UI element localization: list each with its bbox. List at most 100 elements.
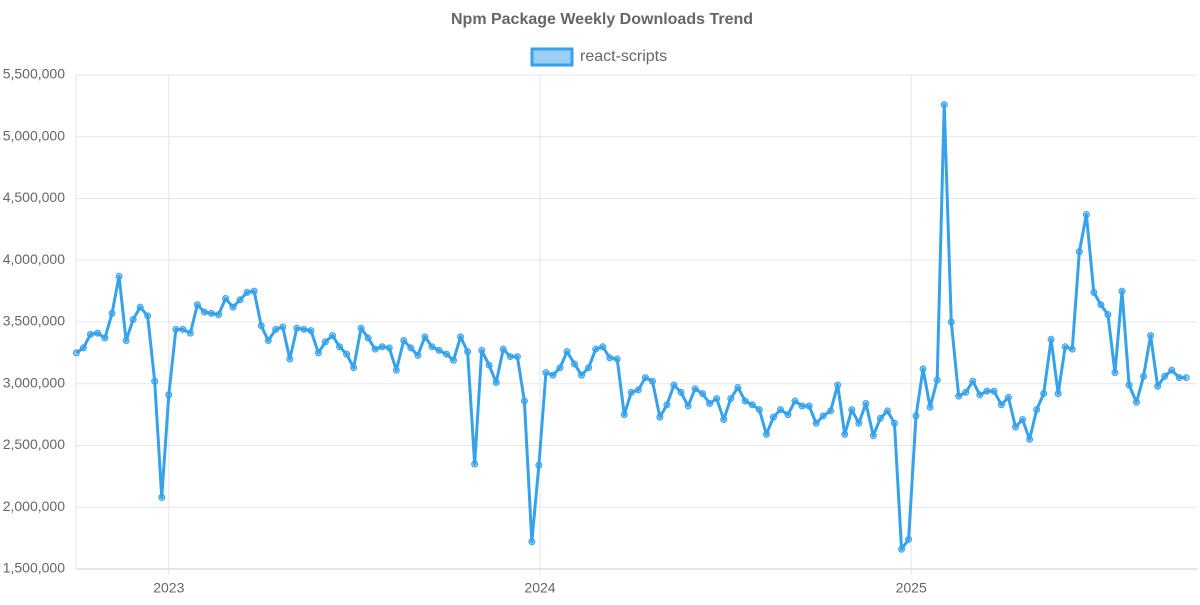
point <box>513 353 521 361</box>
point <box>727 395 735 403</box>
point <box>364 334 372 342</box>
point <box>556 364 564 372</box>
point <box>492 379 500 387</box>
point <box>1040 390 1048 398</box>
point <box>1140 372 1148 380</box>
point <box>634 386 642 394</box>
point <box>357 324 365 332</box>
point <box>663 401 671 409</box>
point <box>122 337 130 345</box>
point <box>990 387 998 395</box>
point <box>328 332 336 340</box>
point <box>165 391 173 399</box>
point <box>1082 211 1090 219</box>
point <box>499 345 507 353</box>
point <box>769 413 777 421</box>
point <box>1125 381 1133 389</box>
point <box>179 325 187 333</box>
point <box>108 309 116 317</box>
point <box>955 392 963 400</box>
point <box>571 360 579 368</box>
point <box>592 345 600 353</box>
y-tick-label: 3,500,000 <box>3 313 65 329</box>
point <box>898 545 906 553</box>
point <box>947 318 955 326</box>
point <box>641 374 649 382</box>
y-tick-label: 5,500,000 <box>3 66 65 82</box>
point <box>222 295 230 303</box>
point <box>1111 369 1119 377</box>
point <box>136 303 144 311</box>
point <box>307 327 315 335</box>
point <box>428 343 436 351</box>
point <box>300 325 308 333</box>
point <box>528 538 536 546</box>
y-tick-label: 1,500,000 <box>3 560 65 576</box>
point <box>627 388 635 396</box>
point <box>677 388 685 396</box>
point <box>1011 423 1019 431</box>
point <box>606 354 614 362</box>
point <box>784 411 792 419</box>
point <box>549 371 557 379</box>
point <box>1168 366 1176 374</box>
point <box>933 376 941 384</box>
point <box>392 366 400 374</box>
point <box>791 397 799 405</box>
point <box>129 316 137 324</box>
point <box>1147 332 1155 340</box>
point <box>734 383 742 391</box>
point <box>648 377 656 385</box>
point <box>819 412 827 420</box>
x-tick-label: 2023 <box>153 580 184 596</box>
point <box>257 322 265 330</box>
point <box>919 365 927 373</box>
point <box>1033 406 1041 414</box>
point <box>151 377 159 385</box>
point <box>841 430 849 438</box>
point <box>962 388 970 396</box>
point <box>926 403 934 411</box>
point <box>713 395 721 403</box>
point <box>613 355 621 363</box>
point <box>186 329 194 337</box>
point <box>172 325 180 333</box>
point <box>457 333 465 341</box>
point <box>435 346 443 354</box>
point <box>1132 398 1140 406</box>
point <box>1019 416 1027 424</box>
point <box>1154 382 1162 390</box>
point <box>684 402 692 410</box>
point <box>720 416 728 424</box>
point <box>1118 287 1126 295</box>
point <box>279 323 287 331</box>
point <box>314 349 322 357</box>
y-tick-label: 2,500,000 <box>3 436 65 452</box>
legend-label: react-scripts <box>580 48 667 65</box>
y-tick-label: 5,000,000 <box>3 127 65 143</box>
point <box>890 419 898 427</box>
point <box>1026 435 1034 443</box>
point <box>1182 374 1190 382</box>
point <box>848 406 856 414</box>
point <box>450 356 458 364</box>
point <box>869 432 877 440</box>
point <box>563 348 571 356</box>
point <box>378 343 386 351</box>
point <box>236 296 244 304</box>
point <box>1054 390 1062 398</box>
point <box>542 369 550 377</box>
point <box>520 397 528 405</box>
y-tick-label: 4,000,000 <box>3 251 65 267</box>
point <box>535 461 543 469</box>
point <box>983 387 991 395</box>
point <box>193 301 201 309</box>
y-tick-label: 3,000,000 <box>3 374 65 390</box>
point <box>94 329 102 337</box>
point <box>293 324 301 332</box>
point <box>976 391 984 399</box>
point <box>883 407 891 415</box>
point <box>86 330 94 338</box>
point <box>1004 393 1012 401</box>
